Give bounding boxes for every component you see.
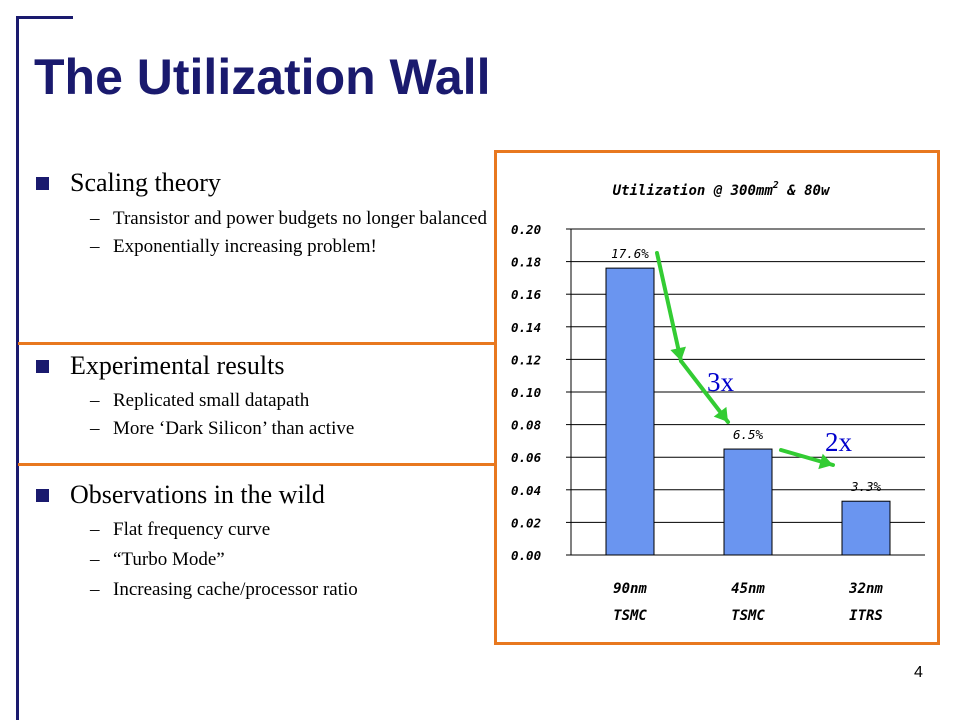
annotation-3x: 3x bbox=[707, 367, 735, 397]
data-label: 6.5% bbox=[733, 427, 764, 442]
x-tick-label: TSMC bbox=[731, 608, 765, 624]
bullet-heading: Observations in the wild bbox=[36, 480, 496, 510]
slide-frame-vertical bbox=[16, 16, 19, 720]
arrow-segment-1 bbox=[655, 251, 683, 363]
y-tick-label: 0.14 bbox=[511, 320, 541, 335]
y-tick-label: 0.18 bbox=[511, 255, 541, 270]
y-tick-label: 0.08 bbox=[511, 418, 541, 433]
arrow-segment-1-head-icon bbox=[670, 346, 686, 361]
slide-title: The Utilization Wall bbox=[34, 49, 491, 105]
sub-bullet: – Exponentially increasing problem! bbox=[36, 236, 496, 258]
section-scaling-theory: Scaling theory – Transistor and power bud… bbox=[36, 168, 496, 258]
y-tick-label: 0.12 bbox=[511, 352, 541, 367]
sub-bullet-text: More ‘Dark Silicon’ than active bbox=[113, 418, 355, 439]
bar-32nm bbox=[841, 500, 891, 556]
sub-bullet: – Flat frequency curve bbox=[36, 519, 496, 541]
sub-bullet: – Transistor and power budgets no longer … bbox=[36, 208, 496, 230]
dash-icon: – bbox=[90, 418, 100, 439]
sub-bullet: – Increasing cache/processor ratio bbox=[36, 579, 496, 601]
sub-bullet: – More ‘Dark Silicon’ than active bbox=[36, 418, 496, 440]
highlight-border-bottom bbox=[18, 463, 496, 466]
dash-icon: – bbox=[90, 549, 100, 570]
bullet-heading-text: Experimental results bbox=[70, 351, 285, 380]
sub-bullet-text: Increasing cache/processor ratio bbox=[113, 579, 358, 600]
chart-title-text: Utilization @ 300mm bbox=[613, 183, 774, 199]
bar-45nm bbox=[723, 448, 773, 556]
x-tick-label: 32nm bbox=[848, 581, 883, 597]
x-tick-label: ITRS bbox=[849, 608, 883, 624]
dash-icon: – bbox=[90, 236, 100, 257]
section-observations: Observations in the wild – Flat frequency… bbox=[36, 480, 496, 601]
y-tick-label: 0.04 bbox=[511, 483, 541, 498]
dash-icon: – bbox=[90, 579, 100, 600]
sub-bullet-text: “Turbo Mode” bbox=[113, 549, 225, 570]
bullet-heading: Experimental results bbox=[36, 351, 496, 381]
data-label: 3.3% bbox=[850, 479, 882, 494]
utilization-chart-box: Utilization @ 300mm2 & 80w 0.00 0.02 0.04 0.… bbox=[494, 150, 940, 645]
x-tick-label: 90nm bbox=[613, 581, 647, 597]
x-tick-label: TSMC bbox=[613, 608, 647, 624]
bullet-heading-text: Scaling theory bbox=[70, 168, 221, 197]
y-tick-label: 0.10 bbox=[511, 385, 541, 400]
dash-icon: – bbox=[90, 208, 100, 229]
chart-title-suffix: & 80w bbox=[779, 183, 831, 199]
y-tick-label: 0.20 bbox=[511, 222, 541, 237]
section-experimental-results: Experimental results – Replicated small d… bbox=[36, 351, 496, 440]
data-label: 17.6% bbox=[611, 246, 649, 261]
bullet-heading: Scaling theory bbox=[36, 168, 496, 198]
arrow-segment-2-head-icon bbox=[713, 406, 728, 422]
annotation-2x: 2x bbox=[825, 427, 853, 457]
page-number: 4 bbox=[914, 664, 923, 681]
y-tick-label: 0.06 bbox=[511, 450, 542, 465]
y-tick-label: 0.16 bbox=[511, 287, 542, 302]
chart-title: Utilization @ 300mm2 & 80w bbox=[613, 180, 831, 199]
utilization-chart: Utilization @ 300mm2 & 80w 0.00 0.02 0.04 0.… bbox=[511, 180, 925, 624]
x-tick-label: 45nm bbox=[731, 581, 765, 597]
bar-90nm bbox=[605, 267, 655, 556]
bullet-square-icon bbox=[36, 360, 49, 373]
chart-title-superscript: 2 bbox=[772, 180, 779, 191]
sub-bullet-text: Replicated small datapath bbox=[113, 390, 310, 411]
sub-bullet-text: Transistor and power budgets no longer b… bbox=[113, 208, 487, 229]
dash-icon: – bbox=[90, 519, 100, 540]
arrow-segment-3-head-icon bbox=[818, 453, 833, 470]
sub-bullet-text: Exponentially increasing problem! bbox=[113, 236, 377, 257]
sub-bullet: – Replicated small datapath bbox=[36, 390, 496, 412]
y-tick-label: 0.02 bbox=[511, 515, 541, 530]
sub-bullet: – “Turbo Mode” bbox=[36, 549, 496, 571]
y-tick-label: 0.00 bbox=[511, 548, 541, 563]
slide-frame-horizontal bbox=[16, 16, 73, 19]
sub-bullet-text: Flat frequency curve bbox=[113, 519, 271, 540]
bullet-square-icon bbox=[36, 177, 49, 190]
bullet-heading-text: Observations in the wild bbox=[70, 480, 325, 509]
highlight-border-top bbox=[18, 342, 496, 345]
dash-icon: – bbox=[90, 390, 100, 411]
bullet-square-icon bbox=[36, 489, 49, 502]
